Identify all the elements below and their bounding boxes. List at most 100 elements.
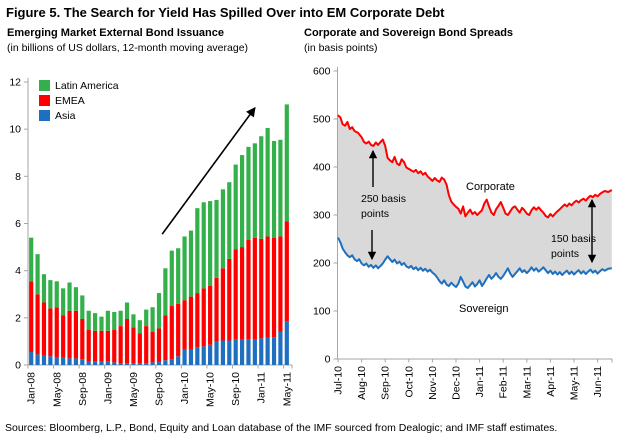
bar-segment-latin-america	[265, 127, 270, 237]
bar-segment-latin-america	[131, 314, 136, 328]
issuance-bars	[29, 104, 289, 365]
bar-segment-emea	[176, 303, 181, 357]
left-x-tick-label: May-08	[51, 372, 63, 407]
bar-segment-latin-america	[118, 310, 123, 327]
bar-segment-emea	[86, 329, 91, 362]
bar-segment-latin-america	[239, 155, 245, 248]
bar-segment-latin-america	[188, 230, 194, 297]
bar-segment-emea	[67, 310, 72, 359]
spread-annotation-arrows	[367, 149, 597, 264]
bar-segment-asia	[118, 363, 123, 365]
legend-label: Asia	[55, 109, 76, 122]
bar-segment-asia	[220, 340, 225, 365]
issuance-trend-arrow	[161, 106, 256, 235]
left-chart-subtitle: (in billions of US dollars, 12-month mov…	[7, 42, 249, 54]
bar-segment-latin-america	[259, 136, 264, 239]
bar-segment-latin-america	[41, 274, 47, 303]
right-y-tick-label: 100	[313, 306, 331, 318]
bar-segment-latin-america	[54, 281, 59, 308]
left-axis-labels: 0 2 4 6 8 10 12 Jan-08 May-08 Sep-08 Jan-09 May-09 S…	[9, 77, 293, 408]
bar-segment-asia	[144, 363, 149, 365]
bar-segment-emea	[73, 310, 79, 359]
left-y-tick-label: 12	[9, 77, 21, 89]
bar-segment-asia	[252, 339, 257, 365]
corporate-series-label: Corporate	[466, 181, 515, 193]
bar-segment-emea	[208, 286, 213, 345]
bar-segment-asia	[265, 337, 270, 365]
left-x-tick-label: Jan-09	[102, 372, 114, 404]
bar-segment-latin-america	[80, 295, 85, 320]
bar-segment-latin-america	[93, 313, 98, 331]
bar-segment-latin-america	[284, 104, 289, 222]
bar-segment-latin-america	[252, 143, 257, 238]
bar-segment-asia	[35, 354, 40, 365]
bar-segment-emea	[265, 236, 270, 338]
bar-segment-latin-america	[144, 309, 149, 327]
bar-segment-emea	[220, 268, 225, 341]
bar-segment-asia	[271, 337, 277, 365]
bar-segment-emea	[105, 330, 110, 362]
figure-title: Figure 5. The Search for Yield Has Spill…	[6, 5, 445, 20]
bar-segment-asia	[163, 360, 168, 365]
right-x-tick-label: Sep-10	[380, 366, 392, 400]
right-y-tick-label: 300	[313, 210, 331, 222]
bar-segment-emea	[48, 308, 53, 357]
left-x-tick-label: Jan-11	[256, 372, 268, 403]
bar-segment-asia	[150, 362, 155, 365]
sources-note: Sources: Bloomberg, L.P., Bond, Equity a…	[5, 422, 558, 434]
bar-segment-latin-america	[124, 302, 130, 320]
left-x-tick-label: May-11	[281, 372, 293, 406]
bar-segment-emea	[131, 327, 136, 364]
bar-segment-emea	[41, 302, 47, 356]
bar-segment-asia	[239, 339, 245, 365]
bar-segment-emea	[214, 277, 219, 342]
sovereign-series-label: Sovereign	[459, 303, 509, 315]
bar-segment-emea	[284, 221, 289, 322]
bar-segment-emea	[195, 293, 200, 348]
spread-150bp-annotation: 150 basis points	[551, 233, 596, 260]
bar-segment-latin-america	[169, 250, 174, 307]
bar-segment-asia	[48, 356, 53, 365]
bar-segment-asia	[208, 344, 213, 365]
left-y-tick-label: 2	[15, 312, 21, 324]
bar-segment-asia	[195, 347, 200, 365]
corporate-line	[337, 114, 613, 219]
bar-segment-latin-america	[29, 237, 34, 282]
right-x-tick-label: Jun-11	[592, 366, 604, 397]
bar-segment-asia	[73, 358, 79, 365]
legend-label: Latin America	[55, 79, 119, 92]
right-x-tick-label: Apr-11	[545, 366, 557, 397]
right-y-tick-label: 0	[325, 354, 331, 366]
bar-segment-latin-america	[48, 280, 53, 309]
bar-segment-latin-america	[112, 311, 117, 330]
bar-segment-emea	[93, 330, 98, 362]
bar-segment-latin-america	[99, 316, 104, 331]
bar-segment-latin-america	[227, 182, 232, 259]
bar-segment-asia	[233, 339, 238, 365]
bar-segment-asia	[86, 361, 91, 365]
left-x-tick-label: May-09	[128, 372, 140, 407]
left-x-tick-label: Sep-09	[154, 372, 166, 406]
bar-segment-latin-america	[156, 293, 162, 329]
bar-segment-emea	[188, 296, 194, 349]
legend-item-asia: Asia	[39, 108, 119, 123]
bar-segment-asia	[278, 331, 283, 365]
bar-segment-emea	[35, 294, 40, 355]
right-x-tick-label: Jul-10	[333, 366, 345, 395]
bar-segment-asia	[99, 361, 104, 365]
bar-segment-latin-america	[73, 287, 79, 311]
spread-area	[338, 115, 612, 288]
right-y-tick-label: 600	[313, 66, 331, 78]
right-axis-labels: 0 100 200 300 400 500 600 Jul-10 Aug-10 Sep-10 Oct…	[313, 66, 604, 401]
legend-item-latin-america: Latin America	[39, 78, 119, 93]
bar-segment-asia	[227, 340, 232, 365]
bar-segment-latin-america	[35, 254, 40, 295]
right-x-tick-label: Oct-10	[403, 366, 415, 398]
right-y-tick-label: 500	[313, 114, 331, 126]
bar-segment-latin-america	[105, 310, 110, 331]
latin-america-swatch	[39, 80, 50, 91]
left-chart-title: Emerging Market External Bond Issuance	[7, 27, 225, 39]
bar-segment-asia	[188, 348, 194, 365]
right-x-tick-label: May-11	[569, 366, 581, 400]
